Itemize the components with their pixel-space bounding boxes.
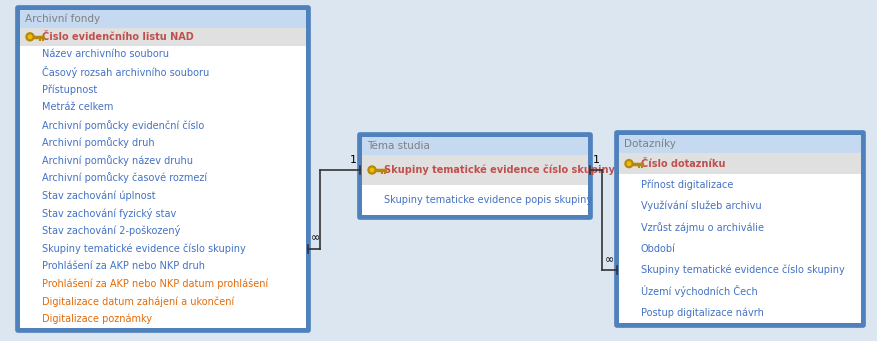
Circle shape xyxy=(624,160,632,168)
Text: Prohlášení za AKP nebo NKP datum prohlášení: Prohlášení za AKP nebo NKP datum prohláš… xyxy=(42,279,268,289)
Text: Přínost digitalizace: Přínost digitalizace xyxy=(640,180,732,190)
Bar xyxy=(20,187,306,205)
Text: Název archivního souboru: Název archivního souboru xyxy=(42,49,168,59)
Bar xyxy=(20,116,306,134)
Bar xyxy=(618,281,860,302)
Text: Stav zachování 2-poškozený: Stav zachování 2-poškozený xyxy=(42,225,180,236)
Bar xyxy=(618,195,860,217)
Text: Archivní pomůcky název druhu: Archivní pomůcky název druhu xyxy=(42,155,193,166)
Text: Časový rozsah archivního souboru: Časový rozsah archivního souboru xyxy=(42,66,209,78)
Bar xyxy=(20,205,306,222)
Text: Skupiny tematické evidence číslo skupiny: Skupiny tematické evidence číslo skupiny xyxy=(640,265,844,275)
Text: Území východních Čech: Území východních Čech xyxy=(640,285,757,297)
Text: Stav zachování úplnost: Stav zachování úplnost xyxy=(42,190,155,201)
FancyBboxPatch shape xyxy=(614,131,864,327)
Bar xyxy=(20,310,306,328)
Text: Digitalizace poznámky: Digitalizace poznámky xyxy=(42,314,152,324)
Bar xyxy=(618,217,860,238)
Bar xyxy=(20,63,306,81)
Bar xyxy=(20,169,306,187)
Text: Digitalizace datum zahájení a ukončení: Digitalizace datum zahájení a ukončení xyxy=(42,296,234,307)
Text: 1: 1 xyxy=(592,155,599,165)
Bar xyxy=(618,302,860,323)
Text: Skupiny tematicke evidence popis skupiny: Skupiny tematicke evidence popis skupiny xyxy=(383,195,591,205)
Bar xyxy=(20,10,306,28)
Bar xyxy=(20,81,306,99)
Bar xyxy=(20,46,306,63)
Text: Téma studia: Téma studia xyxy=(367,141,430,151)
Text: Vzrůst zájmu o archiválie: Vzrůst zájmu o archiválie xyxy=(640,222,763,233)
Bar xyxy=(20,257,306,275)
Text: Skupiny tematické evidence číslo skupiny: Skupiny tematické evidence číslo skupiny xyxy=(42,243,246,254)
Circle shape xyxy=(367,166,375,174)
Bar xyxy=(361,155,588,185)
Circle shape xyxy=(28,35,32,39)
Text: Dotazníky: Dotazníky xyxy=(624,139,675,149)
Text: Archivní fondy: Archivní fondy xyxy=(25,14,100,24)
Bar xyxy=(618,135,860,153)
Bar xyxy=(20,240,306,257)
Bar xyxy=(618,153,860,174)
Bar xyxy=(20,134,306,151)
Text: Stav zachování fyzický stav: Stav zachování fyzický stav xyxy=(42,208,176,219)
Bar xyxy=(361,185,588,215)
Circle shape xyxy=(626,162,630,165)
Bar xyxy=(20,275,306,293)
Bar xyxy=(20,222,306,240)
Text: Archivní pomůcky druh: Archivní pomůcky druh xyxy=(42,137,154,148)
Text: Metráž celkem: Metráž celkem xyxy=(42,102,113,113)
Text: Skupiny tematické evidence číslo skupiny: Skupiny tematické evidence číslo skupiny xyxy=(383,165,614,175)
Text: Archivní pomůcky evidenční číslo: Archivní pomůcky evidenční číslo xyxy=(42,120,204,131)
Text: Prohlášení za AKP nebo NKP druh: Prohlášení za AKP nebo NKP druh xyxy=(42,261,204,271)
Bar xyxy=(20,99,306,116)
FancyBboxPatch shape xyxy=(16,6,310,332)
Bar xyxy=(20,293,306,310)
Text: Archivní pomůcky časové rozmezí: Archivní pomůcky časové rozmezí xyxy=(42,173,207,183)
Text: Postup digitalizace návrh: Postup digitalizace návrh xyxy=(640,307,763,317)
Bar xyxy=(618,259,860,281)
Text: ∞: ∞ xyxy=(604,255,613,265)
Text: Číslo dotazníku: Číslo dotazníku xyxy=(640,159,724,169)
Bar xyxy=(618,174,860,195)
Text: Přístupnost: Přístupnost xyxy=(42,85,97,95)
Text: Období: Období xyxy=(640,243,675,254)
Bar xyxy=(20,151,306,169)
Bar xyxy=(20,28,306,46)
Circle shape xyxy=(26,33,34,41)
Text: Čislo evidenčního listu NAD: Čislo evidenčního listu NAD xyxy=(42,32,194,42)
Text: 1: 1 xyxy=(350,155,357,165)
Circle shape xyxy=(370,168,374,172)
FancyBboxPatch shape xyxy=(358,133,591,219)
Bar xyxy=(361,137,588,155)
Text: Využívání služeb archivu: Využívání služeb archivu xyxy=(640,201,760,211)
Text: ∞: ∞ xyxy=(310,234,320,243)
Bar xyxy=(618,238,860,259)
